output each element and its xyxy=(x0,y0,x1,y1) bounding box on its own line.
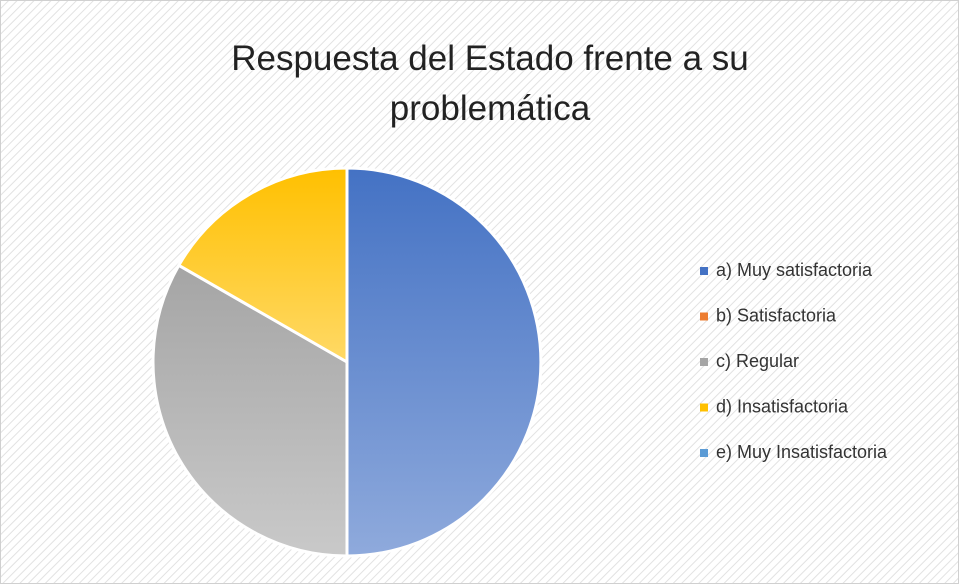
legend-marker xyxy=(700,403,708,412)
legend-label: a) Muy satisfactoria xyxy=(716,260,873,280)
legend-label: e) Muy Insatisfactoria xyxy=(716,442,888,462)
pie-slice xyxy=(151,263,349,558)
chart-title: Respuesta del Estado frente a su problem… xyxy=(231,39,749,128)
legend-marker xyxy=(700,312,708,321)
legend-marker xyxy=(700,358,708,366)
legend-label: c) Regular xyxy=(716,351,799,371)
legend-marker xyxy=(700,449,708,457)
legend-label: d) Insatisfactoria xyxy=(716,396,849,416)
pie-slice xyxy=(345,166,543,558)
legend-label: b) Satisfactoria xyxy=(716,305,837,325)
legend-marker xyxy=(700,267,708,275)
pie-slice xyxy=(176,166,349,365)
